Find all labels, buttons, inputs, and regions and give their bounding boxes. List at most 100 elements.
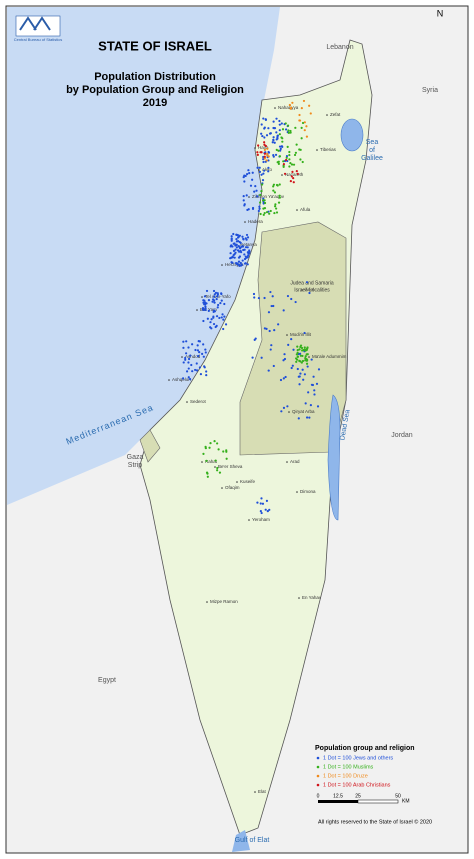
population-dot — [257, 144, 260, 147]
population-dot — [272, 136, 275, 139]
population-dot — [260, 511, 263, 515]
population-dot — [258, 205, 261, 208]
population-dot — [304, 402, 307, 405]
population-dot — [301, 368, 304, 371]
place-label: Sederot — [190, 399, 207, 404]
population-dot — [280, 122, 283, 125]
population-dot — [235, 240, 239, 243]
population-dot — [262, 117, 265, 120]
population-dot — [187, 367, 190, 370]
population-dot — [296, 172, 299, 175]
place-marker — [308, 356, 310, 358]
population-dot — [248, 172, 251, 175]
population-dot — [280, 136, 283, 139]
population-dot — [264, 508, 267, 511]
population-dot — [238, 247, 242, 250]
place-marker — [236, 481, 238, 483]
place-label: Hadera — [248, 219, 263, 224]
place-label: Ma'ale Adummim — [312, 354, 347, 359]
population-dot — [212, 310, 215, 314]
population-dot — [296, 345, 299, 348]
population-dot — [204, 302, 207, 305]
place-label: Herzliyya — [225, 262, 244, 267]
population-dot — [290, 163, 294, 166]
population-dot — [263, 152, 267, 155]
population-dot — [248, 252, 251, 255]
population-dot — [219, 301, 222, 305]
dead-sea — [327, 394, 341, 521]
population-dot — [282, 309, 285, 312]
population-dot — [297, 375, 300, 378]
population-dot — [273, 141, 276, 144]
population-dot — [272, 189, 275, 192]
population-dot — [262, 197, 265, 200]
population-dot — [213, 295, 216, 298]
population-dot — [272, 155, 275, 158]
population-dot — [191, 370, 194, 373]
population-dot — [212, 322, 216, 326]
population-dot — [300, 361, 303, 364]
population-dot — [254, 185, 257, 188]
population-dot — [306, 358, 309, 362]
population-dot — [212, 289, 216, 293]
place-marker — [244, 221, 246, 223]
population-dot — [204, 348, 207, 351]
population-dot — [261, 179, 265, 182]
population-dot — [222, 450, 225, 453]
population-dot — [288, 158, 291, 161]
population-dot — [301, 359, 305, 363]
population-dot — [305, 416, 309, 419]
population-dot — [270, 344, 273, 347]
population-dot — [289, 131, 292, 134]
population-dot — [291, 170, 294, 173]
place-label: Kuseife — [240, 479, 256, 484]
place-marker — [288, 411, 290, 413]
population-dot — [256, 501, 259, 504]
population-dot — [260, 183, 264, 186]
population-dot — [263, 201, 267, 205]
population-dot — [230, 235, 233, 238]
population-dot — [213, 293, 216, 296]
population-dot — [191, 343, 194, 346]
population-dot — [212, 316, 215, 319]
population-dot — [299, 352, 302, 355]
population-dot — [256, 166, 259, 169]
population-dot — [291, 364, 294, 367]
population-dot — [294, 151, 297, 154]
legend-swatch — [316, 756, 320, 760]
population-dot — [278, 194, 281, 197]
legend-swatch — [316, 765, 320, 769]
scale-tick-label: 12.5 — [333, 793, 343, 799]
population-dot — [238, 264, 241, 267]
population-dot — [269, 348, 272, 351]
population-dot — [294, 357, 298, 360]
population-dot — [238, 255, 242, 258]
population-dot — [306, 353, 309, 356]
population-dot — [198, 340, 202, 343]
population-dot — [301, 160, 304, 164]
population-dot — [251, 356, 254, 359]
population-dot — [277, 162, 280, 165]
population-dot — [290, 297, 293, 301]
place-label: Ariel — [305, 287, 314, 292]
population-dot — [308, 416, 311, 419]
population-dot — [301, 354, 304, 358]
population-dot — [243, 257, 247, 261]
population-dot — [244, 246, 248, 249]
population-dot — [245, 238, 248, 241]
population-dot — [225, 449, 228, 452]
place-label: Ofaqim — [225, 485, 240, 490]
population-dot — [278, 133, 281, 136]
population-dot — [220, 316, 223, 319]
population-dot — [239, 261, 242, 265]
population-dot — [201, 307, 205, 310]
population-dot — [225, 457, 228, 460]
population-dot — [286, 145, 289, 148]
population-dot — [263, 136, 266, 139]
population-dot — [202, 343, 205, 346]
population-dot — [286, 124, 290, 127]
population-dot — [275, 211, 279, 214]
place-label: Netanya — [240, 242, 257, 247]
population-dot — [278, 196, 281, 199]
population-dot — [187, 361, 190, 364]
